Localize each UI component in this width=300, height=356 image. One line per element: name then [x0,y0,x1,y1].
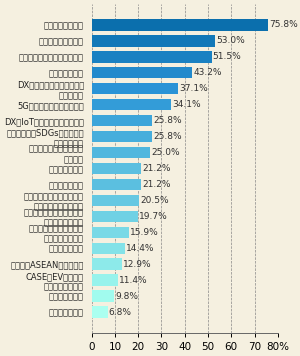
Bar [92,274,118,286]
Text: 21.2%: 21.2% [142,164,171,173]
Text: 75.8%: 75.8% [269,20,298,29]
Text: 11.4%: 11.4% [119,276,148,285]
Bar [92,163,141,174]
Text: 37.1%: 37.1% [179,84,208,93]
Text: 34.1%: 34.1% [172,100,201,109]
Text: 21.2%: 21.2% [142,180,171,189]
Bar [92,147,150,158]
Text: 19.7%: 19.7% [139,212,167,221]
Text: 53.0%: 53.0% [216,36,245,45]
Bar [92,226,129,238]
Bar [92,131,152,142]
Bar [92,19,268,31]
Bar [92,179,141,190]
Text: 15.9%: 15.9% [130,228,159,237]
Text: 12.9%: 12.9% [123,260,152,269]
Text: 20.5%: 20.5% [140,196,169,205]
Text: 25.0%: 25.0% [151,148,180,157]
Text: 6.8%: 6.8% [109,308,132,316]
Text: 51.5%: 51.5% [213,52,242,61]
Bar [92,35,215,47]
Bar [92,242,125,254]
Bar [92,67,192,78]
Bar [92,307,107,318]
Bar [92,195,140,206]
Text: 25.8%: 25.8% [153,116,182,125]
Text: 43.2%: 43.2% [194,68,222,77]
Bar [92,258,122,270]
Bar [92,83,178,94]
Bar [92,51,212,63]
Text: 9.8%: 9.8% [116,292,139,301]
Text: 14.4%: 14.4% [126,244,155,253]
Bar [92,99,171,110]
Bar [92,115,152,126]
Bar [92,290,115,302]
Bar [92,211,137,222]
Text: 25.8%: 25.8% [153,132,182,141]
